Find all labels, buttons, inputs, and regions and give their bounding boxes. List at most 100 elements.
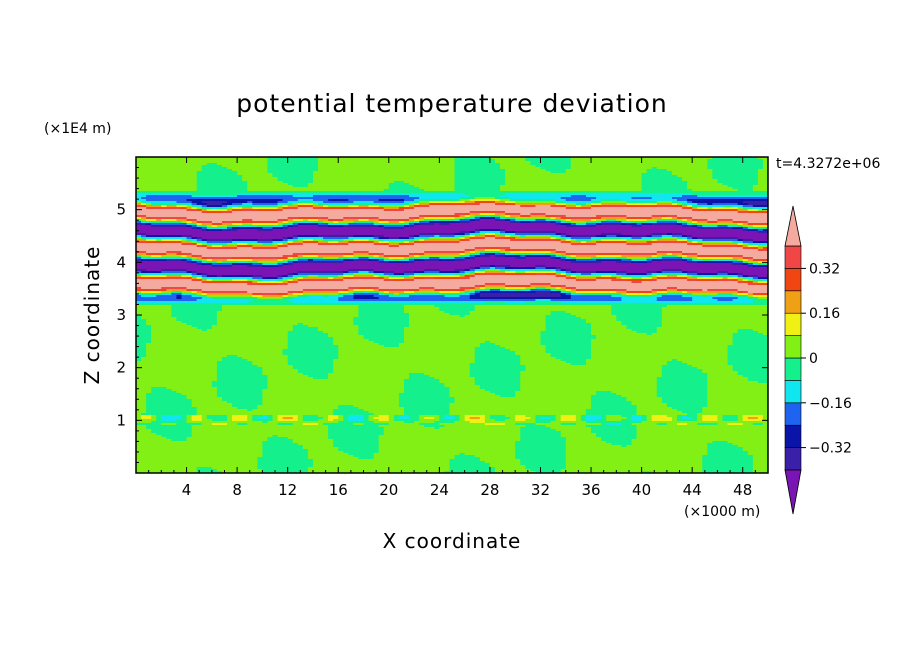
field-cell	[353, 161, 360, 164]
field-cell	[565, 189, 572, 192]
field-cell	[505, 171, 511, 174]
field-cell	[373, 169, 380, 172]
field-cell	[282, 183, 289, 186]
field-cell	[328, 163, 334, 166]
field-cell	[500, 189, 506, 192]
field-cell	[671, 161, 678, 164]
field-cell	[318, 181, 324, 184]
field-cell	[646, 177, 653, 180]
field-cell	[141, 175, 147, 178]
field-cell	[146, 163, 152, 166]
field-cell	[333, 185, 339, 188]
field-cell	[641, 165, 648, 168]
field-cell	[186, 169, 193, 172]
chart-title: potential temperature deviation	[236, 89, 667, 118]
field-cell	[510, 181, 516, 184]
field-cell	[550, 181, 557, 184]
field-cell	[287, 179, 294, 182]
field-cell	[515, 163, 521, 166]
field-cell	[712, 163, 719, 166]
field-cell	[444, 175, 451, 178]
field-cell	[550, 165, 557, 168]
field-cell	[656, 187, 663, 190]
field-cell	[555, 161, 562, 164]
field-cell	[621, 193, 628, 196]
field-cell	[434, 195, 440, 198]
field-cell	[191, 197, 198, 200]
field-cell	[469, 165, 476, 168]
field-cell	[292, 193, 299, 196]
field-cell	[535, 175, 542, 178]
field-cell	[606, 177, 612, 180]
field-cell	[323, 189, 329, 192]
field-cell	[429, 159, 435, 162]
field-cell	[565, 175, 572, 178]
field-cell	[540, 179, 547, 182]
field-cell	[570, 159, 577, 162]
field-cell	[141, 157, 147, 160]
field-cell	[762, 179, 768, 182]
field-cell	[596, 177, 602, 180]
field-cell	[570, 181, 577, 184]
field-cell	[323, 187, 329, 190]
field-cell	[378, 175, 385, 178]
field-cell	[464, 169, 471, 172]
field-cell	[459, 179, 466, 182]
field-cell	[525, 169, 531, 172]
field-cell	[216, 161, 223, 164]
field-cell	[570, 183, 577, 186]
field-cell	[591, 165, 597, 168]
field-cell	[697, 187, 703, 190]
field-cell	[277, 181, 284, 184]
field-cell	[732, 177, 739, 180]
field-cell	[201, 177, 208, 180]
field-cell	[636, 171, 643, 174]
field-cell	[682, 169, 688, 172]
field-cell	[302, 181, 309, 184]
field-cell	[257, 195, 263, 198]
field-cell	[737, 187, 744, 190]
field-cell	[439, 173, 446, 176]
field-cell	[666, 161, 673, 164]
field-cell	[646, 195, 653, 198]
field-cell	[580, 161, 587, 164]
field-cell	[550, 195, 557, 198]
field-cell	[434, 165, 440, 168]
field-cell	[292, 169, 299, 172]
field-cell	[454, 195, 461, 198]
field-cell	[318, 171, 324, 174]
field-cell	[692, 167, 698, 170]
field-cell	[494, 193, 501, 196]
field-cell	[449, 167, 456, 170]
field-cell	[388, 173, 395, 176]
field-cell	[388, 191, 395, 194]
field-cell	[161, 159, 167, 162]
field-cell	[550, 161, 557, 164]
field-cell	[737, 159, 744, 162]
field-cell	[682, 183, 688, 186]
field-cell	[762, 191, 768, 194]
field-cell	[328, 167, 334, 170]
field-cell	[757, 167, 764, 170]
field-cell	[383, 183, 390, 186]
field-cell	[262, 187, 269, 190]
field-cell	[227, 197, 233, 200]
field-cell	[575, 163, 582, 166]
field-cell	[636, 177, 643, 180]
field-cell	[161, 183, 167, 186]
field-cell	[636, 157, 643, 160]
field-cell	[252, 191, 258, 194]
field-cell	[727, 193, 734, 196]
field-cell	[191, 161, 198, 164]
field-cell	[722, 163, 729, 166]
field-cell	[585, 195, 592, 198]
field-cell	[702, 193, 708, 196]
field-cell	[565, 181, 572, 184]
field-cell	[611, 179, 617, 182]
field-cell	[267, 163, 274, 166]
field-cell	[141, 173, 147, 176]
field-cell	[383, 165, 390, 168]
field-cell	[343, 157, 349, 160]
field-cell	[505, 185, 511, 188]
field-cell	[525, 195, 531, 198]
